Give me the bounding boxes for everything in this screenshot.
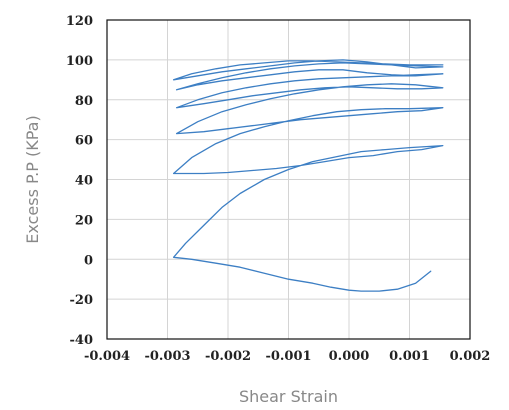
y-tick-label: 40 [75, 174, 93, 189]
x-tick-label: 0.002 [450, 349, 491, 364]
x-tick-labels: -0.004 -0.003 -0.002 -0.001 0.000 0.001 0.002 [84, 349, 490, 364]
x-axis-label: Shear Strain [239, 387, 338, 406]
x-tick-label: -0.003 [144, 349, 190, 364]
series-line [172, 59, 444, 292]
x-tick-label: -0.001 [265, 349, 311, 364]
x-tick-label: -0.004 [84, 349, 130, 364]
y-tick-label: 20 [75, 213, 93, 228]
series-layer [172, 59, 444, 292]
y-tick-label: 120 [66, 14, 93, 29]
y-tick-label: 0 [84, 253, 93, 268]
y-tick-label: 80 [75, 94, 93, 109]
y-tick-label: 100 [66, 54, 93, 69]
x-tick-label: 0.000 [329, 349, 370, 364]
x-tick-label: -0.002 [205, 349, 251, 364]
x-tick-label: 0.001 [389, 349, 430, 364]
y-tick-label: -20 [70, 293, 94, 308]
y-tick-labels: -40 -20 0 20 40 60 80 100 120 [66, 14, 93, 348]
y-axis-label: Excess P.P (KPa) [23, 115, 42, 243]
y-tick-label: 60 [75, 134, 93, 149]
y-tick-label: -40 [70, 333, 94, 348]
plot-frame [106, 19, 471, 340]
